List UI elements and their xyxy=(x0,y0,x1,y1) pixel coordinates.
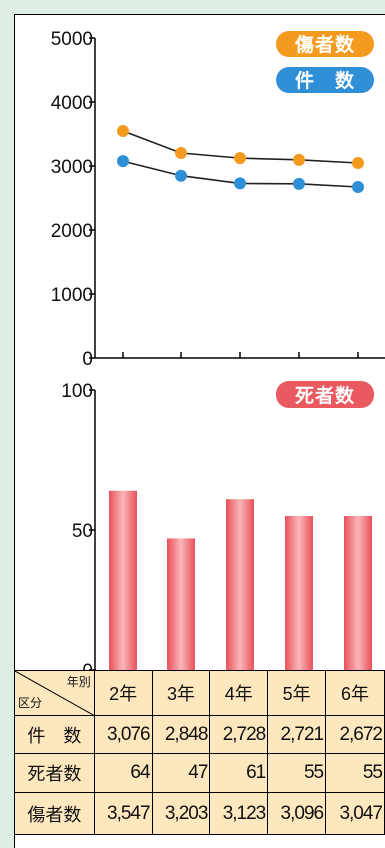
bar xyxy=(285,516,313,670)
legend-badge xyxy=(276,381,374,408)
y-tick-label: 1000 xyxy=(51,285,93,306)
y-tick-label: 0 xyxy=(82,349,93,370)
table-cell: 3,123 xyxy=(209,792,269,835)
bar xyxy=(109,490,137,670)
data-point xyxy=(175,147,187,160)
legend-label: 傷者数 xyxy=(294,33,355,56)
legend-label: 件 数 xyxy=(295,69,355,92)
table-row-injured: 傷者数 3,547 3,203 3,123 3,096 3,047 xyxy=(14,792,385,835)
bar xyxy=(167,538,195,670)
corner-diagonal xyxy=(15,671,94,715)
table-cell: 55 xyxy=(325,753,385,793)
table-row-label: 傷者数 xyxy=(14,792,95,835)
table-year-header: 4年 xyxy=(209,670,269,716)
data-point xyxy=(117,155,129,168)
data-point xyxy=(293,177,305,190)
table-cell: 2,672 xyxy=(325,715,385,754)
y-tick-label: 50 xyxy=(72,521,93,542)
table-row-incidents: 件 数 3,076 2,848 2,728 2,721 2,672 xyxy=(14,715,385,754)
y-tick-label: 100 xyxy=(61,381,93,402)
table-cell: 3,203 xyxy=(151,792,211,835)
data-point xyxy=(117,124,129,137)
table-year-header: 6年 xyxy=(325,670,385,716)
data-point xyxy=(175,169,187,182)
table-cell: 2,848 xyxy=(151,715,211,754)
table-cell: 64 xyxy=(93,753,153,793)
data-point xyxy=(352,156,364,169)
corner-label-year: 年別 xyxy=(66,675,91,689)
table-cell: 3,076 xyxy=(93,715,153,754)
table-cell: 2,721 xyxy=(267,715,327,754)
y-tick-label: 5000 xyxy=(51,29,93,50)
legend-badge xyxy=(276,31,374,57)
data-table: 年別 区分 2年 3年 4年 5年 6年 件 数 3,076 2,848 2,7… xyxy=(14,670,385,835)
y-tick-label: 3000 xyxy=(51,157,93,178)
table-row-label: 件 数 xyxy=(14,715,95,754)
table-cell: 61 xyxy=(209,753,269,793)
bar xyxy=(226,499,254,670)
data-point xyxy=(293,153,305,166)
table-year-header: 3年 xyxy=(151,670,211,716)
table-cell: 47 xyxy=(151,753,211,793)
table-corner-cell: 年別 区分 xyxy=(14,670,95,716)
table-header-row: 年別 区分 2年 3年 4年 5年 6年 xyxy=(14,670,385,716)
corner-label-category: 区分 xyxy=(18,696,43,710)
table-cell: 3,047 xyxy=(325,792,385,835)
bar xyxy=(344,516,372,670)
table-year-header: 2年 xyxy=(93,670,153,716)
data-point xyxy=(352,180,364,193)
legend-label: 死者数 xyxy=(295,384,355,407)
data-point xyxy=(234,177,246,190)
table-row-deaths: 死者数 64 47 61 55 55 xyxy=(14,753,385,793)
table-row-label: 死者数 xyxy=(14,753,95,793)
table-cell: 55 xyxy=(267,753,327,793)
table-cell: 2,728 xyxy=(209,715,269,754)
table-cell: 3,547 xyxy=(93,792,153,835)
data-point xyxy=(234,152,246,165)
table-cell: 3,096 xyxy=(267,792,327,835)
table-year-header: 5年 xyxy=(267,670,327,716)
y-tick-label: 4000 xyxy=(51,93,93,114)
y-tick-label: 2000 xyxy=(51,221,93,242)
legend-badge xyxy=(276,67,374,93)
